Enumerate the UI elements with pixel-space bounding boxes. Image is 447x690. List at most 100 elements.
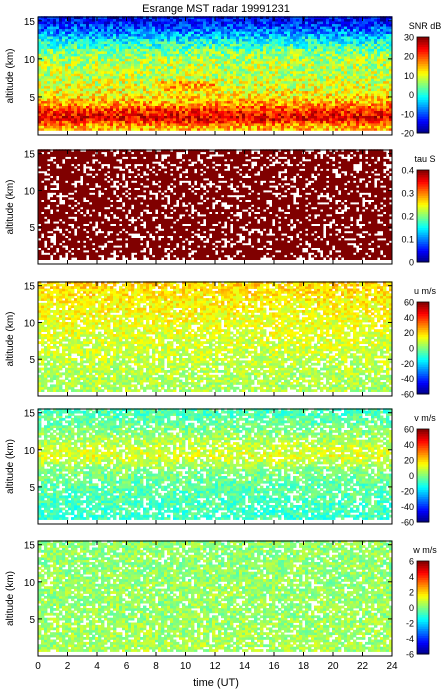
heatmap-cell [263,36,267,39]
heatmap-cell [221,46,225,49]
heatmap-cell [245,90,249,94]
heatmap-cell [101,56,105,59]
heatmap-cell [170,56,174,59]
heatmap-cell [125,103,129,106]
heatmap-cell [287,80,291,84]
heatmap-cell [350,75,354,79]
heatmap-cell [293,18,297,22]
heatmap-cell [125,26,129,30]
heatmap-cell [119,31,123,34]
heatmap-cell [188,93,192,97]
heatmap-cell [53,33,57,37]
heatmap-cell [356,90,360,94]
heatmap-cell [290,100,294,104]
heatmap-cell [245,108,249,111]
heatmap-cell [356,36,360,39]
heatmap-cell [299,16,303,20]
heatmap-cell [191,46,195,49]
heatmap-cell [170,28,174,32]
heatmap-cell [83,115,87,119]
heatmap-cell [242,120,246,124]
heatmap-cell [71,73,75,77]
heatmap-cell [152,38,156,42]
heatmap-cell [260,18,264,22]
heatmap-cell [248,73,252,77]
heatmap-cell [188,110,192,114]
heatmap-cell [347,51,351,54]
heatmap-cell [335,60,339,64]
heatmap-cell [338,65,342,69]
heatmap-cell [296,56,300,59]
heatmap-cell [155,105,159,109]
heatmap-cell [95,90,99,94]
heatmap-cell [242,110,246,114]
heatmap-cell [62,38,66,42]
heatmap-cell [203,48,207,52]
heatmap-cell [125,33,129,37]
heatmap-cell [215,80,219,84]
heatmap-cell [200,63,204,67]
heatmap-cell [197,103,201,106]
heatmap-cell [359,31,363,34]
heatmap-cell [359,120,363,124]
heatmap-cell [68,38,72,42]
heatmap-cell [209,16,213,20]
heatmap-cell [200,120,204,124]
heatmap-cell [191,98,195,102]
heatmap-cell [251,83,255,87]
heatmap-cell [92,56,96,59]
heatmap-cell [104,125,108,129]
heatmap-cell [197,65,201,69]
heatmap-cell [200,73,204,77]
heatmap-cell [275,63,279,67]
heatmap-cell [134,98,138,102]
heatmap-cell [344,58,348,62]
heatmap-cell [194,53,198,57]
heatmap-cell [44,63,48,67]
heatmap-cell [77,123,81,126]
heatmap-cell [164,85,168,89]
heatmap-cell [263,98,267,102]
heatmap-cell [302,118,306,121]
heatmap-cell [137,48,141,52]
heatmap-cell [131,18,135,22]
heatmap-cell [125,88,129,92]
heatmap-cell [308,56,312,59]
heatmap-cell [68,68,72,72]
heatmap-cell [80,53,84,57]
heatmap-cell [254,85,258,89]
heatmap-cell [338,56,342,59]
heatmap-cell [128,65,132,69]
heatmap-cell [86,125,90,129]
heatmap-cell [119,120,123,124]
heatmap-cell [113,56,117,59]
heatmap-cell [317,56,321,59]
heatmap-cell [41,115,45,119]
heatmap-cell [89,23,93,27]
heatmap-cell [248,28,252,32]
heatmap-cell [335,38,339,42]
heatmap-cell [68,78,72,82]
heatmap-cell [41,78,45,82]
heatmap-cell [59,105,63,109]
heatmap-cell [158,88,162,92]
heatmap-cell [287,31,291,34]
heatmap-cell [137,103,141,106]
heatmap-cell [188,60,192,64]
heatmap-cell [356,21,360,25]
heatmap-cell [197,38,201,42]
heatmap-cell [128,120,132,124]
heatmap-cell [308,21,312,25]
heatmap-cell [53,23,57,27]
heatmap-cell [239,108,243,111]
heatmap-cell [155,28,159,32]
heatmap-cell [191,88,195,92]
heatmap-cell [200,80,204,84]
heatmap-cell [236,75,240,79]
heatmap-cell [296,63,300,67]
heatmap-cell [77,46,81,49]
heatmap-cell [197,70,201,74]
heatmap-cell [266,73,270,77]
heatmap-cell [80,120,84,124]
heatmap-cell [251,103,255,106]
